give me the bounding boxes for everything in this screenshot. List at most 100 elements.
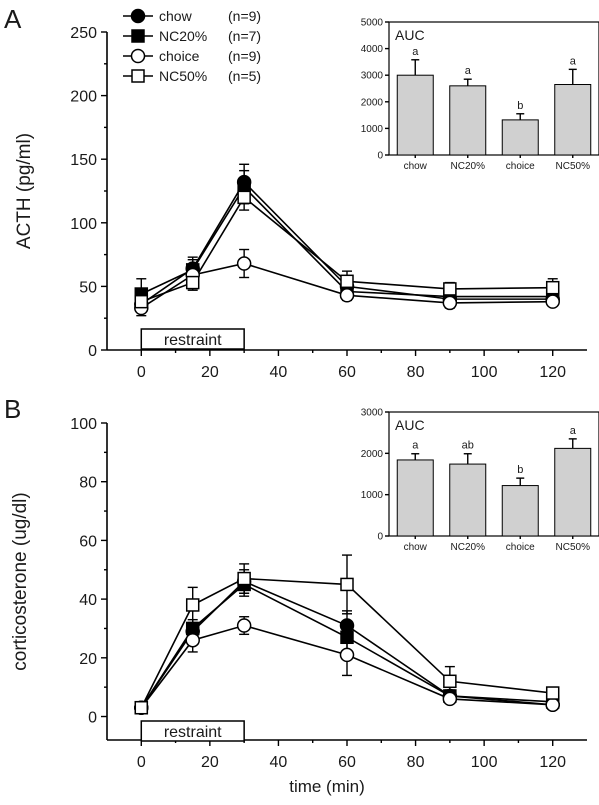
auc-bar-choice [501,485,539,537]
inset-y-tick-label: 2000 [361,97,384,108]
auc-bar-NC20% [449,463,487,537]
restraint-label: restraint [164,332,222,349]
inset-y-tick-label: 3000 [361,408,384,419]
y-tick-label: 40 [79,592,97,609]
series-line-NC50% [140,577,553,709]
x-tick-label: 120 [539,364,566,381]
legend-label: NC20% [159,28,207,44]
x-tick-label: 0 [137,754,146,771]
x-tick-label: 0 [137,364,146,381]
restraint-box [140,328,245,350]
legend-n: (n=9) [228,8,261,24]
legend-n: (n=7) [228,28,261,44]
y-tick-label: 60 [79,533,97,550]
inset-category-label: choice [506,161,535,172]
legend-label: NC50% [159,68,207,84]
significance-letter: b [517,464,523,476]
series-line-NC20% [140,583,553,709]
data-point-NC50% [185,275,200,290]
data-point-NC50% [443,674,457,689]
data-point-NC50% [237,190,251,205]
data-point-choice [442,691,458,707]
inset-y-tick-label: 3000 [361,71,384,82]
y-tick-label: 200 [70,89,97,106]
y-tick-label: 50 [79,279,97,296]
inset-frame [388,21,599,156]
legend: chow (n=9) NC20% (n=7) choice (n=9) NC50% (n=5) [123,8,261,84]
y-tick-label: 250 [70,25,97,42]
data-point-chow [339,618,355,633]
inset-category-label: chow [404,161,428,172]
x-tick-label: 100 [471,754,498,771]
significance-letter: a [412,46,419,58]
legend-label: choice [159,48,200,64]
inset-y-tick-label: 2000 [361,449,384,460]
data-point-NC50% [185,598,200,612]
inset-category-label: NC50% [556,161,591,172]
data-point-NC50% [237,571,251,586]
auc-bar-NC20% [449,85,487,156]
inset-category-label: chow [404,542,428,553]
x-axis-label: time (min) [289,777,365,796]
inset-frame [388,411,599,537]
data-point-choice [545,294,560,309]
x-tick-label: 40 [270,754,288,771]
y-axis-label: ACTH (pg/ml) [14,133,35,249]
data-point-NC50% [340,577,354,592]
x-tick-label: 40 [270,364,288,381]
data-point-NC50% [443,282,457,296]
x-tick-label: 80 [407,364,425,381]
x-tick-label: 80 [407,754,425,771]
data-point-NC50% [340,274,354,289]
x-tick-label: 60 [338,364,356,381]
series-line-choice [140,262,553,309]
data-point-choice [236,256,252,271]
data-point-NC50% [545,686,560,700]
inset-category-label: NC50% [556,542,591,553]
inset-y-tick-label: 0 [377,532,383,543]
data-point-choice [339,288,355,303]
inset-y-tick-label: 1000 [361,124,384,135]
significance-letter: a [570,55,577,67]
significance-letter: a [412,440,419,452]
x-tick-label: 20 [201,754,219,771]
inset-title: AUC [395,27,425,43]
series-line-choice [140,624,553,709]
data-point-choice [545,697,560,713]
inset-title: AUC [395,417,425,433]
restraint-label: restraint [164,724,222,741]
y-tick-label: 80 [79,475,97,492]
legend-n: (n=9) [228,48,261,64]
panel-a-auc-inset: AUC 0 1000 2000 3000 4000 5000 a chow a NC20% b choi… [361,18,599,172]
x-tick-label: 60 [338,754,356,771]
auc-bar-chow [396,459,434,537]
inset-category-label: choice [506,542,535,553]
x-tick-label: 20 [201,364,219,381]
significance-letter: ab [462,440,474,452]
data-point-choice [236,618,252,633]
legend-marker-NC50% [131,69,145,83]
auc-bar-NC50% [554,447,592,537]
inset-y-tick-label: 5000 [361,18,384,29]
y-tick-label: 20 [79,651,97,668]
data-point-NC50% [545,280,560,295]
y-tick-label: 100 [70,216,97,233]
y-tick-label: 0 [88,710,97,727]
inset-y-tick-label: 4000 [361,44,384,55]
inset-y-tick-label: 0 [377,151,383,162]
legend-marker-choice [130,48,146,64]
auc-bar-NC50% [554,84,592,156]
significance-letter: a [465,65,472,77]
data-point-choice [185,632,200,648]
data-point-NC20% [340,630,354,645]
series-line-NC50% [141,196,553,303]
y-tick-label: 100 [70,416,97,433]
x-tick-label: 100 [471,364,498,381]
auc-bar-choice [501,119,539,156]
panel-a-main-plot: 0 50 100 150 200 250 0 20 40 60 80 100 120 ACTH (pg/m… [14,25,587,381]
data-point-NC50% [134,294,149,309]
restraint-box [140,720,245,742]
